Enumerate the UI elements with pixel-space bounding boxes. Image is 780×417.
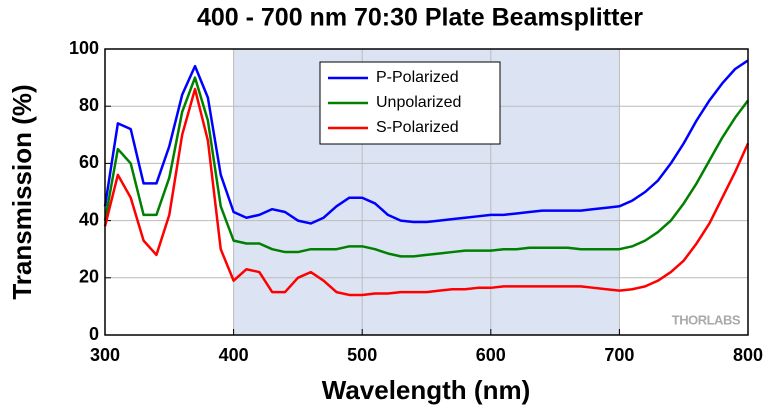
legend-label: P-Polarized [376,69,459,86]
y-tick-label: 40 [79,209,99,229]
x-tick-label: 700 [604,345,634,365]
x-tick-label: 600 [476,345,506,365]
chart-title: 400 - 700 nm 70:30 Plate Beamsplitter [197,4,643,32]
x-tick-label: 500 [347,345,377,365]
series-line [103,59,749,225]
x-tick-label: 800 [733,345,763,365]
plot-frame [104,48,749,336]
watermark: THORLABS [672,312,741,327]
series-line [103,76,750,258]
y-tick-label: 0 [89,324,99,344]
x-axis-label: Wavelength (nm) [322,375,530,405]
y-axis-label: Transmission (%) [7,84,37,299]
y-tick-label: 100 [69,38,99,58]
x-tick-label: 400 [219,345,249,365]
x-tick-label: 300 [90,345,120,365]
legend-label: Unpolarized [376,94,461,111]
series-line [103,87,750,297]
legend-label: S-Polarized [376,119,459,136]
y-tick-label: 60 [79,152,99,172]
y-tick-label: 20 [79,267,99,287]
y-tick-label: 80 [79,95,99,115]
